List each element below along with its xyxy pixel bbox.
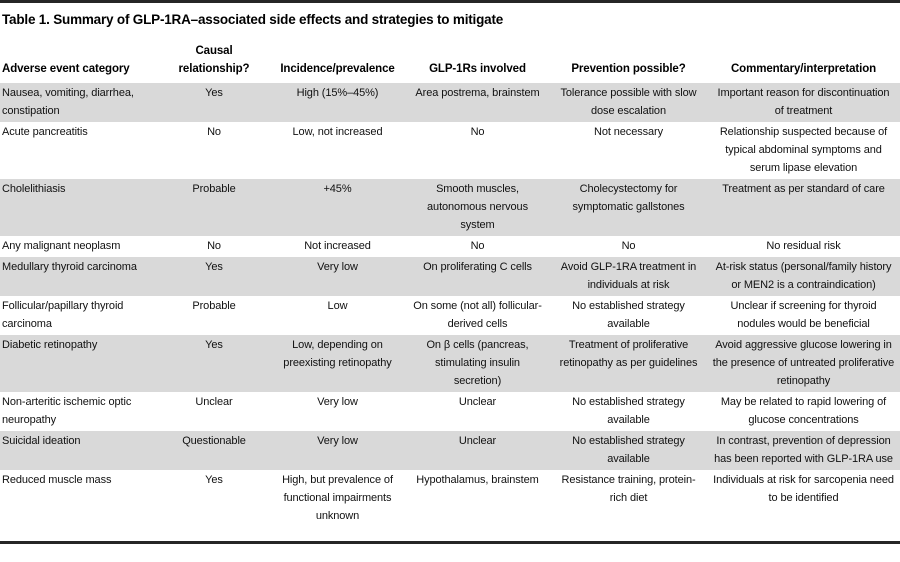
cell-glp1rs-involved: Smooth muscles, autonomous nervous syste… (427, 183, 528, 231)
cell-incidence-prevalence: High, but prevalence of functional impai… (282, 474, 393, 522)
cell-incidence-prevalence: Low (327, 300, 348, 312)
top-rule (0, 0, 900, 3)
column-header-prevention-possible: Prevention possible? (571, 63, 686, 75)
cell-prevention-possible: Resistance training, protein-rich diet (561, 474, 696, 504)
cell-adverse-event: Medullary thyroid carcinoma (2, 261, 137, 273)
cell-commentary: In contrast, prevention of depression ha… (714, 435, 893, 465)
cell-incidence-prevalence: High (15%–45%) (296, 87, 379, 99)
table-row: Medullary thyroid carcinoma Yes Very low… (0, 257, 900, 296)
cell-commentary: Unclear if screening for thyroid nodules… (730, 300, 877, 330)
cell-commentary: No residual risk (766, 240, 841, 252)
cell-incidence-prevalence: Very low (317, 396, 358, 408)
column-header-adverse-event: Adverse event category (2, 63, 130, 75)
cell-incidence-prevalence: Very low (317, 435, 358, 447)
cell-prevention-possible: Treatment of proliferative retinopathy a… (559, 339, 698, 369)
cell-prevention-possible: Not necessary (593, 126, 663, 138)
cell-prevention-possible: Cholecystectomy for symptomatic gallston… (572, 183, 685, 213)
cell-prevention-possible: Avoid GLP-1RA treatment in individuals a… (560, 261, 697, 291)
cell-glp1rs-involved: Hypothalamus, brainstem (416, 474, 539, 486)
cell-causal-relationship: Probable (192, 300, 236, 312)
cell-causal-relationship: No (207, 126, 221, 138)
cell-causal-relationship: Yes (205, 474, 223, 486)
cell-adverse-event: Non-arteritic ischemic optic neuropathy (2, 396, 132, 426)
table-row: Non-arteritic ischemic optic neuropathy … (0, 392, 900, 431)
cell-commentary: May be related to rapid lowering of gluc… (720, 396, 887, 426)
cell-causal-relationship: Questionable (182, 435, 246, 447)
column-header-commentary: Commentary/interpretation (730, 63, 877, 75)
table-header: Adverse event category Causal relationsh… (0, 30, 900, 83)
cell-incidence-prevalence: +45% (323, 183, 352, 195)
cell-prevention-possible: No (621, 240, 636, 252)
cell-causal-relationship: Probable (192, 183, 236, 195)
cell-glp1rs-involved: Unclear (458, 435, 497, 447)
cell-causal-relationship: Unclear (195, 396, 233, 408)
cell-adverse-event: Reduced muscle mass (2, 474, 112, 486)
cell-causal-relationship: Yes (205, 87, 223, 99)
table-body: Nausea, vomiting, diarrhea, constipation… (0, 83, 900, 541)
bottom-rule (0, 541, 900, 544)
column-header-incidence-prevalence: Incidence/prevalence (280, 63, 395, 75)
cell-causal-relationship: No (207, 240, 221, 252)
cell-glp1rs-involved: No (470, 240, 485, 252)
cell-commentary: Individuals at risk for sarcopenia need … (713, 474, 894, 504)
cell-glp1rs-involved: No (470, 126, 485, 138)
cell-incidence-prevalence: Not increased (304, 240, 371, 252)
cell-glp1rs-involved: On β cells (pancreas, stimulating insuli… (426, 339, 529, 387)
cell-commentary: Avoid aggressive glucose lowering in the… (712, 339, 895, 387)
cell-glp1rs-involved: Unclear (458, 396, 497, 408)
summary-table: Adverse event category Causal relationsh… (0, 30, 900, 541)
cell-prevention-possible: Tolerance possible with slow dose escala… (560, 87, 697, 117)
cell-commentary: Important reason for discontinuation of … (717, 87, 890, 117)
cell-commentary: Relationship suspected because of typica… (719, 126, 888, 174)
cell-glp1rs-involved: Area postrema, brainstem (415, 87, 540, 99)
cell-commentary: Treatment as per standard of care (722, 183, 885, 195)
header-row: Adverse event category Causal relationsh… (0, 30, 900, 83)
cell-glp1rs-involved: On proliferating C cells (423, 261, 532, 273)
table-row: Diabetic retinopathy Yes Low, depending … (0, 335, 900, 392)
column-header-causal-relationship: Causal relationship? (178, 45, 250, 75)
cell-incidence-prevalence: Low, depending on preexisting retinopath… (283, 339, 392, 369)
cell-adverse-event: Follicular/papillary thyroid carcinoma (2, 300, 124, 330)
cell-incidence-prevalence: Very low (317, 261, 358, 273)
column-header-glp1rs-involved: GLP-1Rs involved (429, 63, 526, 75)
table-row: Follicular/papillary thyroid carcinoma P… (0, 296, 900, 335)
cell-prevention-possible: No established strategy available (572, 396, 685, 426)
cell-adverse-event: Any malignant neoplasm (2, 240, 121, 252)
cell-adverse-event: Diabetic retinopathy (2, 339, 98, 351)
cell-causal-relationship: Yes (205, 339, 223, 351)
cell-glp1rs-involved: On some (not all) follicular-derived cel… (413, 300, 542, 330)
cell-adverse-event: Acute pancreatitis (2, 126, 88, 138)
cell-causal-relationship: Yes (205, 261, 223, 273)
cell-adverse-event: Nausea, vomiting, diarrhea, constipation (2, 87, 134, 117)
table-row: Suicidal ideation Questionable Very low … (0, 431, 900, 470)
cell-prevention-possible: No established strategy available (572, 435, 685, 465)
table-row: Any malignant neoplasm No Not increased … (0, 236, 900, 257)
cell-commentary: At-risk status (personal/family history … (715, 261, 892, 291)
table-row: Cholelithiasis Probable +45% Smooth musc… (0, 179, 900, 236)
cell-incidence-prevalence: Low, not increased (292, 126, 383, 138)
cell-adverse-event: Cholelithiasis (2, 183, 66, 195)
cell-prevention-possible: No established strategy available (572, 300, 685, 330)
cell-adverse-event: Suicidal ideation (2, 435, 81, 447)
table-title: Table 1. Summary of GLP-1RA–associated s… (2, 12, 504, 27)
table-row: Nausea, vomiting, diarrhea, constipation… (0, 83, 900, 122)
table-row: Reduced muscle mass Yes High, but preval… (0, 470, 900, 541)
table-row: Acute pancreatitis No Low, not increased… (0, 122, 900, 179)
